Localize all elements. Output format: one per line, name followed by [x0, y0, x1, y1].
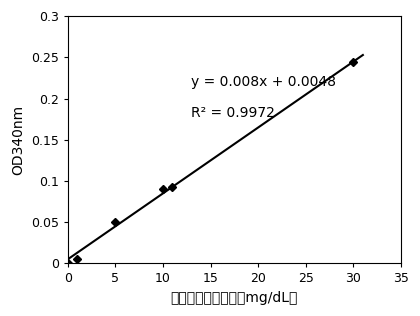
X-axis label: 微量白蛋白的浓度（mg/dL）: 微量白蛋白的浓度（mg/dL） — [171, 291, 298, 305]
Text: R² = 0.9972: R² = 0.9972 — [192, 106, 276, 120]
Text: y = 0.008x + 0.0048: y = 0.008x + 0.0048 — [192, 75, 336, 89]
Y-axis label: OD340nm: OD340nm — [11, 105, 25, 175]
